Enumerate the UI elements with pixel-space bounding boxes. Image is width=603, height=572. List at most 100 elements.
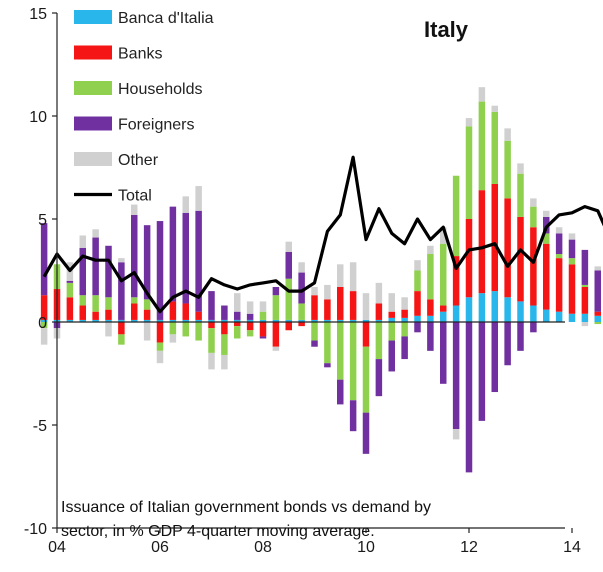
bar-segment-other — [285, 241, 292, 252]
bar-segment-banks — [594, 311, 601, 316]
bar-segment-other — [143, 322, 151, 341]
bar-segment-households — [66, 282, 74, 298]
bar-segment-foreigners — [143, 225, 151, 300]
bar-segment-banca-d-italia — [156, 319, 164, 322]
bar-segment-foreigners — [555, 233, 563, 255]
bar-segment-banca-d-italia — [543, 309, 550, 322]
bar-segment-other — [491, 105, 498, 112]
bar-segment-households — [388, 322, 395, 341]
x-tick-label: 06 — [151, 539, 169, 556]
bar-segment-other — [555, 227, 563, 234]
bar-segment-households — [465, 126, 473, 219]
bar-segment-households — [234, 326, 241, 339]
bar-segment-other — [427, 245, 434, 255]
bar-segment-banca-d-italia — [349, 319, 357, 322]
bar-segment-banca-d-italia — [337, 319, 344, 322]
bar-segment-banca-d-italia — [131, 319, 138, 322]
bar-segment-banks — [298, 322, 305, 327]
bar-segment-other — [156, 350, 164, 364]
bar-segment-banca-d-italia — [581, 313, 589, 322]
bar-segment-banca-d-italia — [272, 319, 280, 322]
bar-segment-other — [311, 286, 318, 296]
bar-segment-banks — [131, 303, 138, 320]
bar-segment-banca-d-italia — [79, 319, 86, 322]
bar-segment-banca-d-italia — [208, 319, 215, 322]
bar-segment-households — [143, 299, 151, 310]
bar-segment-households — [452, 175, 460, 257]
bar-segment-banks — [324, 299, 331, 320]
bar-segment-other — [517, 163, 524, 174]
bar-segment-foreigners — [349, 400, 357, 432]
bar-segment-banca-d-italia — [465, 297, 473, 322]
bar-segment-foreigners — [594, 270, 601, 312]
bar-segment-foreigners — [195, 210, 202, 312]
bar-segment-other — [401, 297, 408, 310]
bar-segment-banks — [337, 286, 344, 320]
bar-segment-banks — [246, 322, 254, 331]
legend-label: Banks — [118, 46, 162, 63]
bar-segment-banca-d-italia — [388, 317, 395, 322]
bar-segment-households — [246, 330, 254, 337]
bar-segment-foreigners — [208, 291, 215, 320]
bar-segment-other — [182, 196, 189, 213]
bar-segment-foreigners — [182, 212, 189, 304]
bar-segment-banca-d-italia — [195, 319, 202, 322]
bar-segment-banks — [555, 258, 563, 312]
y-tick-label: 10 — [29, 109, 47, 126]
bar-segment-banca-d-italia — [105, 319, 112, 322]
bar-segment-banks — [221, 322, 228, 335]
bar-segment-banks — [169, 301, 177, 320]
bar-segment-banca-d-italia — [143, 319, 151, 322]
bar-segment-other — [337, 264, 344, 287]
bar-segment-foreigners — [246, 313, 254, 320]
chart-bars — [40, 87, 601, 473]
bar-segment-foreigners — [388, 340, 395, 372]
bar-segment-foreigners — [118, 262, 125, 320]
bar-segment-banca-d-italia — [221, 319, 228, 322]
bar-segment-banks — [465, 219, 473, 298]
bar-segment-foreigners — [427, 322, 434, 351]
bar-segment-other — [79, 235, 86, 248]
bar-segment-other — [440, 227, 447, 244]
bar-segment-banca-d-italia — [92, 319, 99, 322]
bar-segment-households — [594, 322, 601, 325]
bar-segment-households — [568, 258, 576, 265]
x-tick-label: 10 — [357, 539, 375, 556]
bar-segment-banca-d-italia — [234, 319, 241, 322]
bar-segment-households — [118, 334, 125, 345]
bar-segment-banca-d-italia — [491, 291, 498, 322]
bar-segment-foreigners — [298, 272, 305, 304]
bar-segment-households — [362, 346, 370, 413]
bar-segment-other — [543, 210, 550, 217]
bar-segment-banks — [272, 322, 280, 347]
bar-segment-foreigners — [131, 214, 138, 298]
bar-segment-foreigners — [311, 340, 318, 347]
bar-segment-other — [568, 233, 576, 240]
total-line — [42, 155, 603, 314]
legend-swatch — [74, 45, 112, 60]
bar-segment-households — [504, 140, 511, 199]
bar-segment-banks — [349, 291, 357, 320]
bar-segment-other — [298, 262, 305, 273]
bar-segment-banca-d-italia — [414, 315, 421, 322]
bar-segment-households — [581, 284, 589, 287]
bar-segment-households — [491, 111, 498, 184]
bar-segment-foreigners — [375, 359, 383, 397]
bar-segment-foreigners — [568, 239, 576, 259]
bar-segment-foreigners — [440, 322, 447, 384]
legend-swatch — [74, 81, 112, 95]
bar-segment-households — [337, 322, 344, 380]
bar-segment-other — [131, 204, 138, 215]
bar-segment-banks — [491, 183, 498, 292]
bar-segment-banks — [530, 227, 537, 306]
bar-segment-banks — [388, 311, 395, 318]
legend-swatch — [74, 116, 112, 131]
bar-segment-foreigners — [92, 237, 99, 296]
bar-segment-banca-d-italia — [440, 311, 447, 322]
bar-segment-banks — [259, 322, 267, 337]
chart-note: Issuance of Italian government bonds vs … — [61, 499, 431, 540]
bar-segment-other — [594, 266, 601, 271]
bar-segment-banks — [452, 256, 460, 306]
bar-segment-banca-d-italia — [182, 319, 189, 322]
